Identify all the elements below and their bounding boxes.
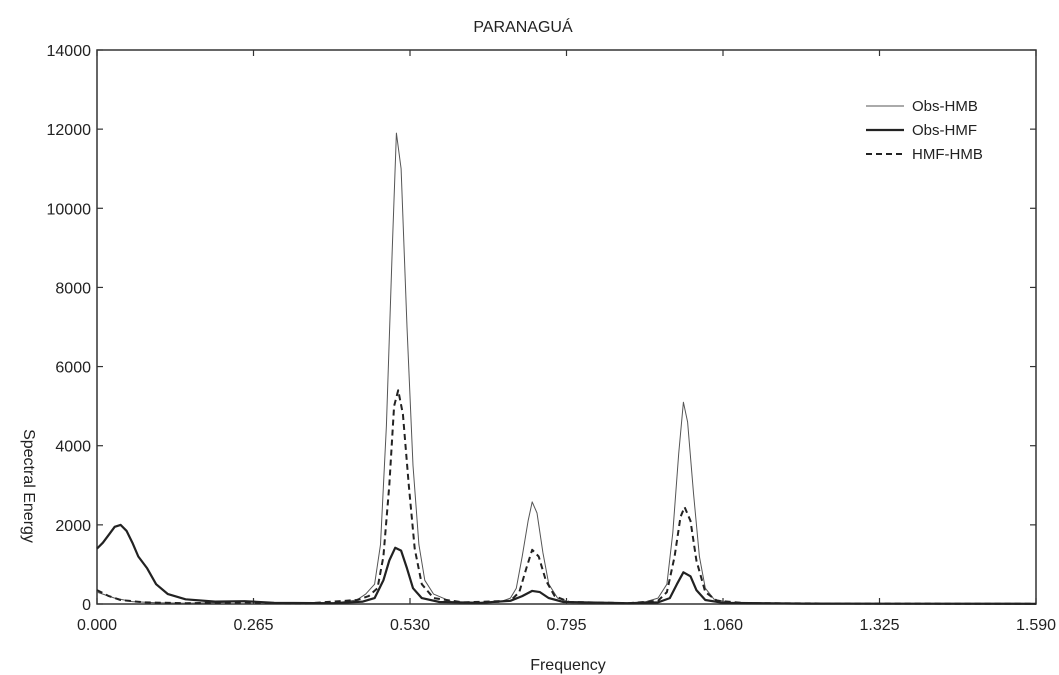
y-tick-label: 8000 — [55, 280, 91, 297]
y-tick-label: 10000 — [47, 201, 92, 218]
y-tick-label: 4000 — [55, 439, 91, 456]
y-tick-label: 2000 — [55, 518, 91, 535]
y-tick-label: 12000 — [47, 122, 92, 139]
x-tick-label: 1.060 — [703, 617, 743, 634]
y-tick-label: 14000 — [47, 43, 92, 60]
legend: Obs-HMB Obs-HMF HMF-HMB — [866, 98, 983, 163]
legend-label-obs-hmf: Obs-HMF — [912, 122, 977, 139]
series-line-hmf-hmb — [96, 389, 1037, 605]
series-line-obs-hmb — [96, 132, 1037, 605]
x-tick-label: 1.590 — [1016, 617, 1056, 634]
series-line-obs-hmf — [96, 523, 1037, 605]
plot-area: 0.000 0.265 0.530 0.795 1.060 1.325 1.590 0 2000… — [47, 43, 1057, 634]
x-tick-label: 1.325 — [859, 617, 899, 634]
x-tick-label: 0.000 — [77, 617, 117, 634]
y-tick-label: 6000 — [55, 360, 91, 377]
y-tick-label: 0 — [82, 597, 91, 614]
x-tick-label: 0.530 — [390, 617, 430, 634]
x-tick-label: 0.795 — [546, 617, 586, 634]
y-axis-title: Spectral Energy — [20, 429, 37, 543]
legend-label-hmf-hmb: HMF-HMB — [912, 146, 983, 163]
legend-label-obs-hmb: Obs-HMB — [912, 98, 978, 115]
chart-title: PARANAGUÁ — [473, 17, 573, 36]
plot-frame — [96, 49, 1037, 605]
x-tick-label: 0.265 — [233, 617, 273, 634]
x-axis-title: Frequency — [530, 657, 606, 674]
